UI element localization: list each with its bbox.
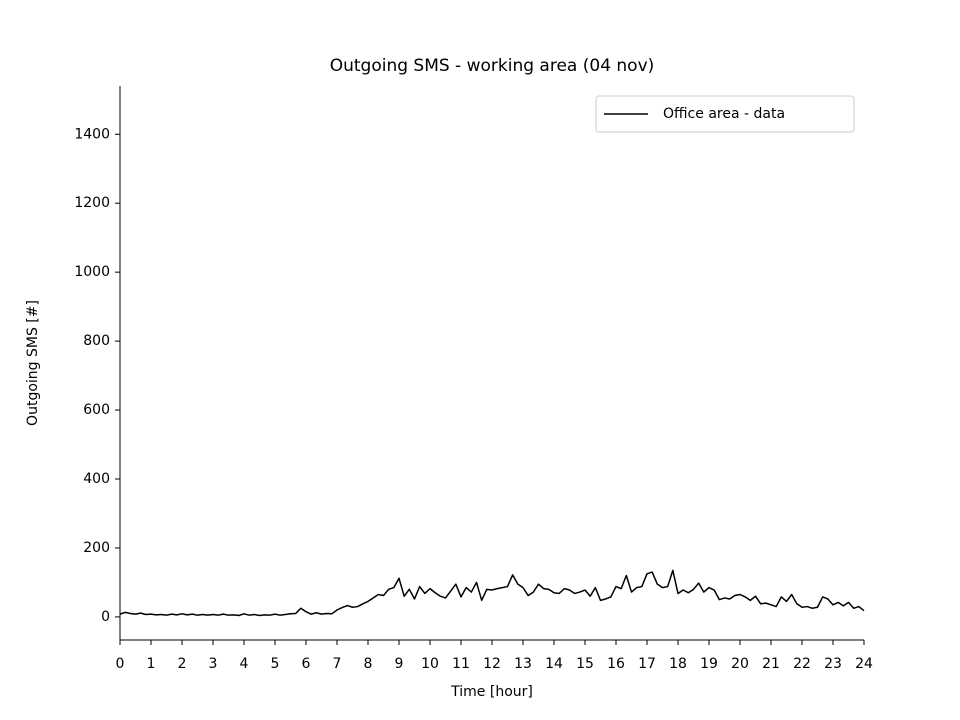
x-tick-label: 14 [545,656,563,672]
chart-title: Outgoing SMS - working area (04 nov) [330,56,655,76]
x-tick-label: 0 [116,656,125,672]
x-tick-label: 19 [700,656,718,672]
x-tick-label: 17 [638,656,656,672]
y-tick-label: 1400 [74,126,110,142]
x-tick-label: 2 [178,656,187,672]
y-tick-label: 800 [83,333,110,349]
x-tick-label: 16 [607,656,625,672]
x-tick-label: 20 [731,656,749,672]
y-axis-label: Outgoing SMS [#] [25,300,41,426]
x-tick-label: 5 [271,656,280,672]
x-axis-label: Time [hour] [450,684,533,700]
data-line [119,569,865,617]
legend-frame [595,95,855,133]
y-tick-label: 1200 [74,195,110,211]
y-tick-label: 400 [83,471,110,487]
x-tick-label: 6 [302,656,311,672]
x-tick-label: 24 [855,656,873,672]
x-tick-label: 11 [452,656,470,672]
x-tick-label: 9 [395,656,404,672]
x-tick-label: 10 [421,656,439,672]
x-tick-label: 22 [793,656,811,672]
x-tick-label: 8 [364,656,373,672]
x-tick-label: 3 [209,656,218,672]
x-tick-label: 4 [240,656,249,672]
y-tick-label: 200 [83,540,110,556]
y-tick-label: 1000 [74,264,110,280]
x-tick-label: 13 [514,656,532,672]
x-tick-label: 21 [762,656,780,672]
x-tick-label: 15 [576,656,594,672]
x-tick-label: 7 [333,656,342,672]
x-tick-label: 1 [147,656,156,672]
legend-label: Office area - data [663,106,785,122]
x-tick-label: 18 [669,656,687,672]
x-tick-label: 12 [483,656,501,672]
y-tick-label: 0 [101,609,110,625]
y-tick-label: 600 [83,402,110,418]
x-tick-label: 23 [824,656,842,672]
